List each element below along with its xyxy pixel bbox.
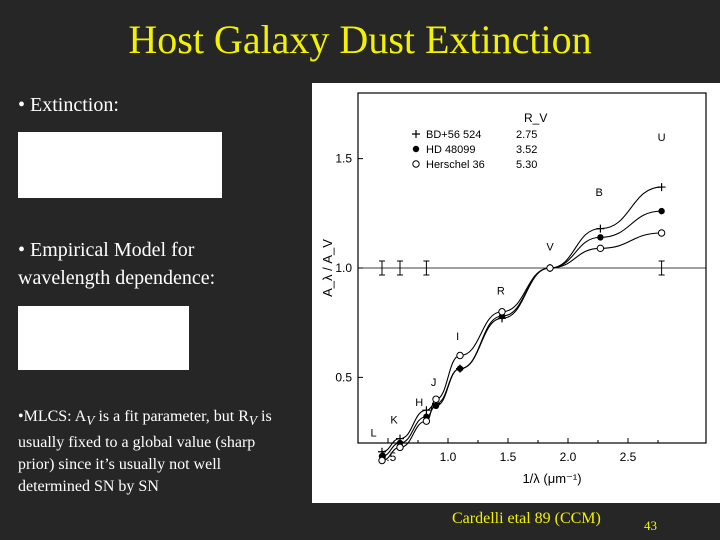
- band-label: K: [390, 414, 398, 426]
- x-tick-label: 1.0: [440, 450, 457, 464]
- data-point-open: [432, 395, 440, 403]
- legend-series-name: BD+56 524: [426, 129, 481, 141]
- y-tick-label: 1.0: [335, 261, 352, 275]
- data-point-open: [596, 244, 605, 253]
- data-point-filled: [432, 402, 440, 410]
- data-point-open: [546, 264, 554, 272]
- band-label: B: [596, 187, 603, 199]
- slide-title: Host Galaxy Dust Extinction: [128, 17, 592, 62]
- data-point-open: [378, 456, 386, 465]
- error-bar: [379, 260, 385, 276]
- data-point-plus: [657, 183, 666, 192]
- bullet-mlcs-sub-v2: V: [248, 413, 258, 429]
- y-tick-label: 1.5: [335, 152, 352, 166]
- extinction-chart: 0.5 1.0 1.5 2.0 2.5 0.5 1.0 1.5 1/λ (μm⁻¹) A_λ / …: [312, 83, 720, 503]
- equation-image-placeholder-2: [18, 306, 189, 370]
- y-tick-label: 0.5: [335, 370, 352, 384]
- bullet-mlcs-end: is usually fixed to a global value (shar…: [18, 408, 272, 496]
- x-tick-label: 1.5: [500, 450, 517, 464]
- data-point-plus: [596, 224, 605, 233]
- error-bar: [658, 260, 665, 276]
- legend-series-name: Herschel 36: [426, 159, 485, 171]
- bullet-mlcs: •MLCS: AV is a fit parameter, but RV is …: [18, 406, 288, 498]
- legend-marker-filled: [412, 145, 420, 153]
- bullet-mlcs-mid: is a fit parameter, but R: [94, 408, 249, 425]
- band-label: H: [415, 397, 423, 409]
- y-axis-label: A_λ / A_V: [320, 239, 335, 297]
- data-point-open: [657, 229, 666, 237]
- series-line-0: [381, 186, 662, 453]
- error-bar: [423, 260, 430, 276]
- equation-image-placeholder: [18, 132, 222, 198]
- legend-series-rv: 3.52: [516, 144, 537, 156]
- data-point-filled: [658, 207, 665, 215]
- band-label: R: [497, 285, 505, 297]
- band-label: J: [431, 377, 437, 389]
- page-number: 43: [644, 518, 657, 533]
- legend-series-name: HD 48099: [426, 144, 476, 156]
- extinction-chart-svg: 0.5 1.0 1.5 2.0 2.50.51.01.51/λ (μm⁻¹)A_λ / …: [320, 92, 707, 486]
- series-line-2: [381, 232, 662, 462]
- bullet-mlcs-sub-v: V: [86, 413, 95, 429]
- data-point-open: [498, 308, 506, 316]
- series-line-1: [381, 210, 662, 457]
- legend-marker-open: [412, 160, 420, 168]
- data-point-open: [456, 351, 464, 360]
- bullet-mlcs-start: •MLCS: A: [18, 408, 87, 425]
- band-label: V: [546, 242, 554, 254]
- x-tick-label: 2.5: [620, 450, 637, 464]
- data-point-plus: [422, 406, 431, 415]
- band-label: L: [371, 427, 377, 439]
- legend-series-rv: 5.30: [516, 159, 537, 171]
- bullet-empirical-model: • Empirical Model for wavelength depende…: [18, 239, 216, 289]
- data-point-filled: [456, 365, 464, 372]
- x-tick-label: 2.0: [560, 450, 577, 464]
- legend-series-rv: 2.75: [516, 129, 537, 141]
- legend-header: R_V: [524, 111, 547, 125]
- data-point-filled: [597, 234, 604, 241]
- error-bar: [397, 260, 403, 276]
- data-point-open: [396, 443, 404, 452]
- figure-caption: Cardelli etal 89 (CCM): [452, 510, 601, 527]
- band-label: U: [658, 132, 666, 144]
- x-axis-label: 1/λ (μm⁻¹): [522, 471, 581, 486]
- legend-marker-plus: [412, 130, 420, 138]
- bullet-extinction: • Extinction:: [18, 94, 119, 116]
- data-point-open: [422, 417, 431, 425]
- band-label: I: [456, 331, 459, 343]
